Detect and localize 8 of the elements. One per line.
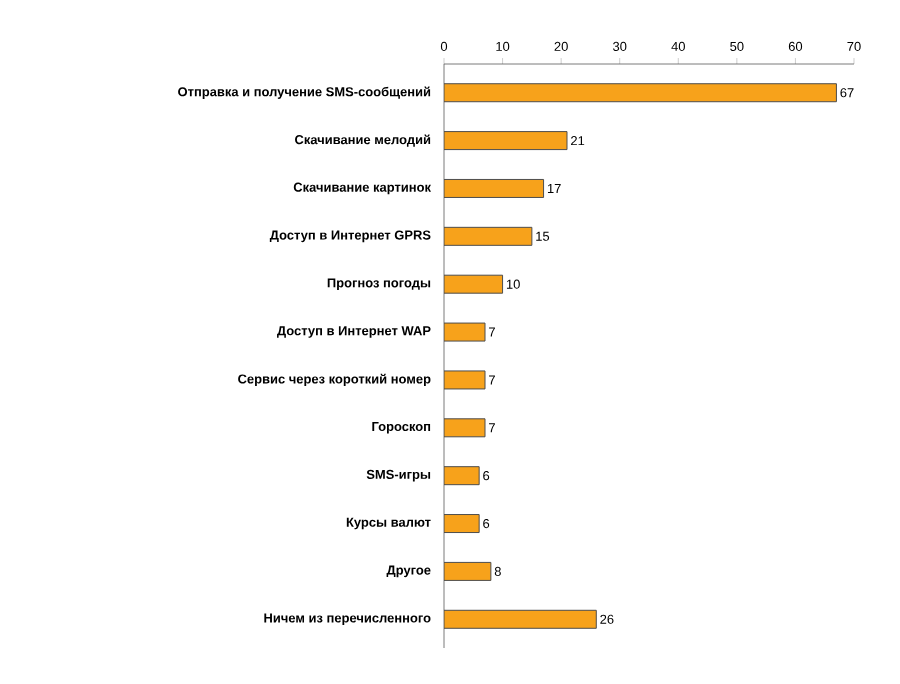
bar <box>444 131 568 151</box>
bar <box>444 418 486 438</box>
bar <box>444 609 597 629</box>
bar <box>444 274 504 294</box>
bar <box>444 83 837 103</box>
bar <box>444 178 545 198</box>
bar <box>444 561 492 581</box>
bar <box>444 226 533 246</box>
